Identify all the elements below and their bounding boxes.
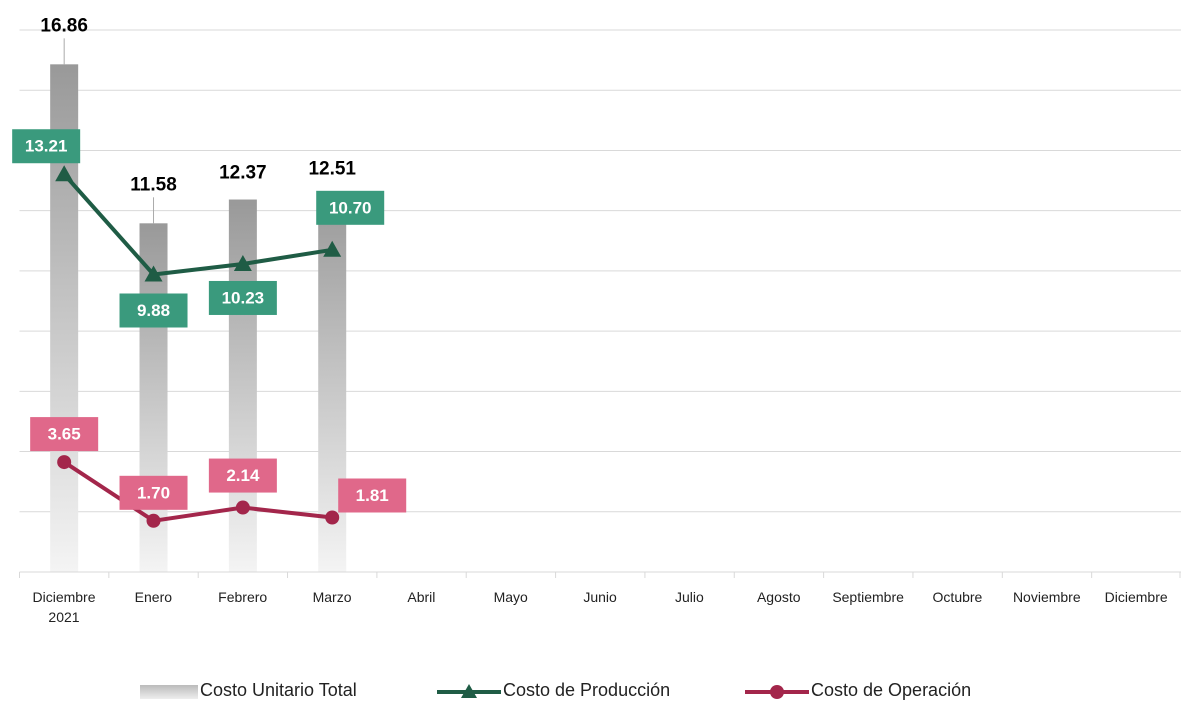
legend-marker	[461, 684, 477, 698]
x-tick-label: Junio	[583, 589, 617, 605]
value-label: 1.81	[356, 486, 389, 505]
value-label-box	[30, 417, 99, 452]
x-tick-label: Septiembre	[832, 589, 904, 605]
x-tick-label: Octubre	[932, 589, 983, 605]
legend-label: Costo de Producción	[503, 680, 671, 700]
x-tick-label: Noviembre	[1012, 589, 1081, 605]
legend-marker	[770, 685, 784, 699]
value-label: 3.65	[48, 425, 81, 444]
value-label: 9.88	[137, 301, 170, 320]
x-tick-label: Abril	[407, 589, 436, 605]
value-label-box	[316, 190, 385, 225]
marker	[57, 455, 72, 470]
x-tick-label: Diciembre 2021	[32, 589, 96, 625]
value-label: 10.23	[222, 288, 265, 307]
marker	[235, 500, 250, 515]
x-tick-label: Enero	[134, 589, 173, 605]
marker	[146, 513, 161, 528]
x-tick-label: Diciembre	[1104, 589, 1168, 605]
value-label-box	[119, 475, 188, 510]
value-label-box	[208, 458, 277, 493]
value-label-box	[119, 293, 188, 328]
marker	[323, 240, 342, 257]
legend-label: Costo Unitario Total	[200, 680, 357, 700]
legend-label: Costo de Operación	[811, 680, 972, 700]
value-label-box	[338, 478, 407, 513]
x-tick-label: Marzo	[312, 589, 352, 605]
legend-swatch	[140, 685, 198, 699]
line	[62, 172, 333, 277]
line	[63, 460, 333, 523]
marker	[233, 254, 252, 271]
value-label-box	[208, 280, 277, 315]
value-label: 2.14	[226, 466, 260, 485]
value-label: 13.21	[25, 137, 68, 156]
bar-value-label: 16.86	[40, 15, 88, 36]
value-label-box	[12, 129, 81, 164]
marker	[55, 165, 74, 182]
bar-value-label: 12.37	[219, 163, 267, 184]
marker	[325, 510, 340, 525]
x-tick-label: Julio	[675, 589, 704, 605]
x-tick-label: Febrero	[218, 589, 268, 605]
bar-value-label: 11.58	[130, 174, 177, 195]
x-tick-label: Agosto	[756, 589, 801, 605]
x-tick-label: Mayo	[493, 589, 528, 605]
marker	[144, 265, 163, 282]
value-label: 10.70	[329, 198, 372, 217]
bar-value-label: 12.51	[308, 158, 356, 179]
value-label: 1.70	[137, 483, 170, 502]
